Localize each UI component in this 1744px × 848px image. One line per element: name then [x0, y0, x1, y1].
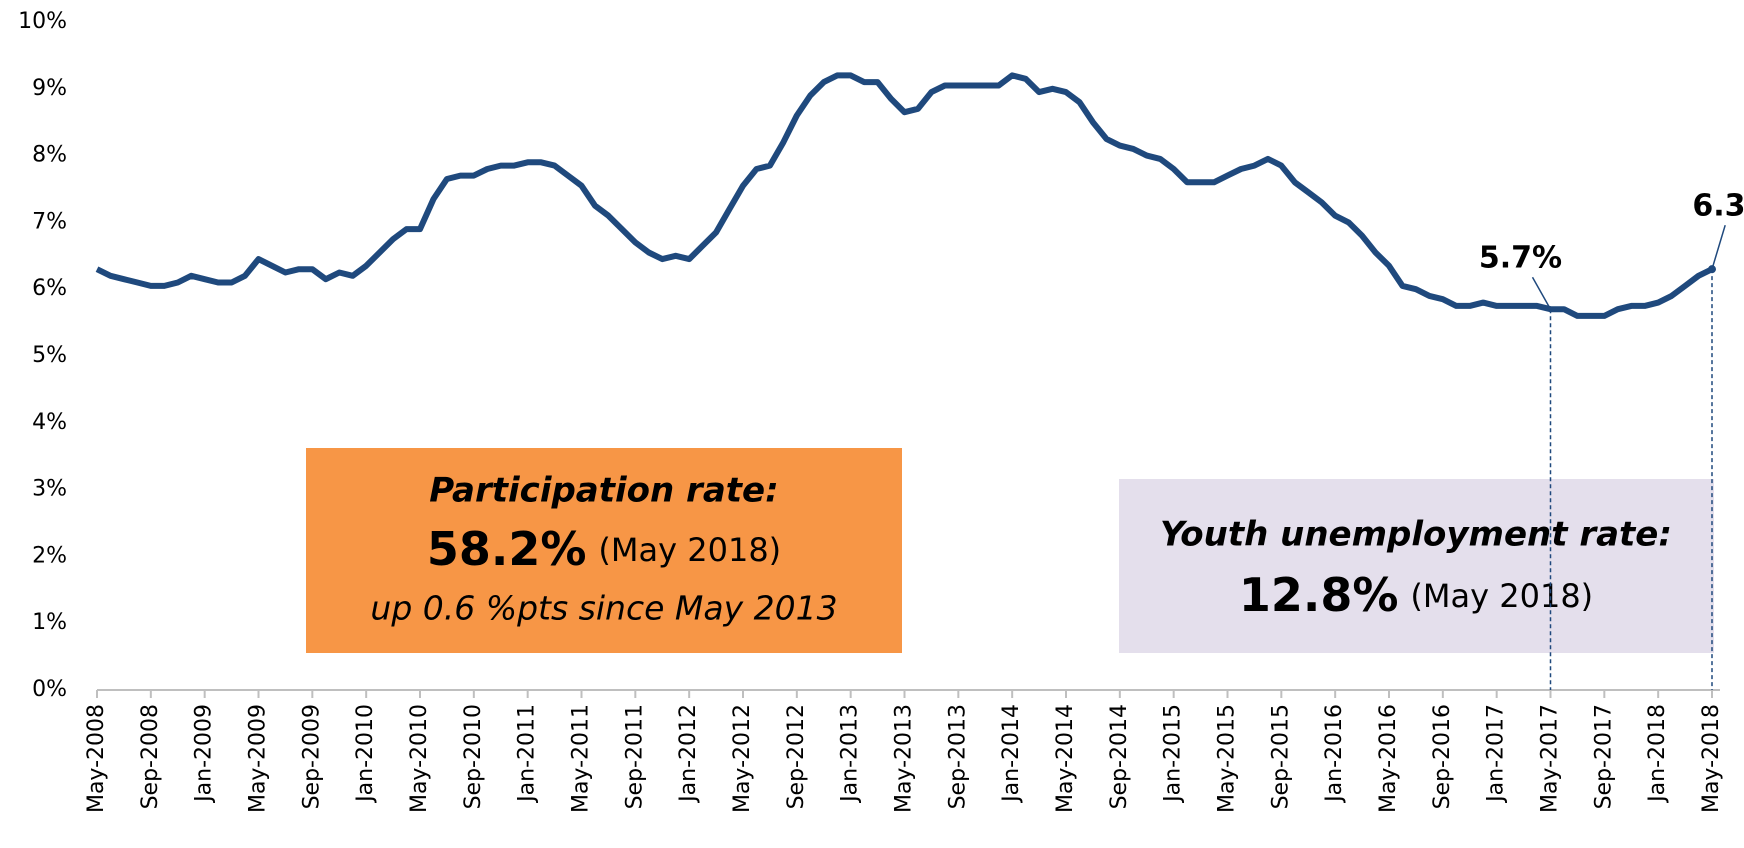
line: [95, 72, 1714, 319]
x-tick-label: Jan-2012: [676, 704, 701, 804]
box-value: 58.2%: [427, 522, 587, 576]
x-tick-label: Jan-2016: [1322, 704, 1347, 804]
x-tick-label: Sep-2015: [1268, 704, 1293, 809]
y-tick-label: 9%: [32, 76, 67, 101]
y-tick-label: 1%: [32, 610, 67, 635]
x-tick-label: May-2009: [246, 704, 271, 813]
leader-line: [1531, 276, 1552, 310]
x-tick-label: Sep-2012: [784, 704, 809, 809]
y-tick-label: 4%: [32, 410, 67, 435]
box-title: Participation rate:: [429, 471, 778, 511]
x-tick-label: Jan-2010: [353, 704, 378, 804]
box-value-line: 12.8% (May 2018): [1239, 568, 1593, 622]
box-date: (May 2018): [1410, 577, 1593, 615]
y-tick-label: 6%: [32, 276, 67, 301]
x-tick-label: Jan-2017: [1484, 704, 1509, 804]
box-value-line: 58.2% (May 2018): [427, 522, 781, 576]
y-tick-label: 10%: [18, 9, 67, 34]
box-note: up 0.6 %pts since May 2013: [370, 589, 837, 628]
end-point: [1708, 265, 1716, 274]
x-tick-label: May-2008: [84, 704, 109, 813]
x-tick-label: May-2011: [569, 704, 594, 813]
x-tick-label: Jan-2011: [515, 704, 540, 804]
box-date: (May 2018): [598, 531, 781, 569]
leader-line: [1711, 224, 1726, 270]
x-tick-label: Sep-2011: [622, 704, 647, 809]
value-label: 5.7%: [1479, 241, 1562, 276]
x-tick-label: Jan-2013: [838, 704, 863, 804]
x-tick-label: Jan-2009: [192, 704, 217, 804]
y-tick-label: 7%: [32, 209, 67, 234]
x-tick-label: May-2018: [1699, 704, 1724, 813]
x-tick-label: May-2010: [407, 704, 432, 813]
value-label: 6.3%: [1692, 189, 1744, 224]
participation-box: [306, 448, 902, 653]
x-tick-label: Sep-2014: [1107, 704, 1132, 809]
x-tick-label: Sep-2010: [461, 704, 486, 809]
x-tick-label: May-2013: [892, 704, 917, 813]
y-tick-label: 2%: [32, 543, 67, 568]
x-tick-label: Jan-2014: [999, 704, 1024, 804]
x-tick-label: Sep-2017: [1591, 704, 1616, 809]
x-tick-label: Jan-2015: [1161, 704, 1186, 804]
x-tick-label: Jan-2018: [1645, 704, 1670, 804]
box-value: 12.8%: [1239, 568, 1399, 622]
y-tick-label: 0%: [32, 677, 67, 702]
x-tick-label: May-2012: [730, 704, 755, 813]
x-tick-label: Sep-2009: [299, 704, 324, 809]
y-tick-label: 8%: [32, 143, 67, 168]
x-tick-label: Sep-2008: [138, 704, 163, 809]
box-title: Youth unemployment rate:: [1160, 515, 1672, 555]
x-tick-label: May-2014: [1053, 704, 1078, 813]
y-tick-label: 5%: [32, 343, 67, 368]
youth-box: [1119, 479, 1714, 653]
x-tick-label: Sep-2013: [945, 704, 970, 809]
y-tick-label: 3%: [32, 477, 67, 502]
x-tick-label: May-2015: [1215, 704, 1240, 813]
x-tick-label: May-2016: [1376, 704, 1401, 813]
x-tick-label: Sep-2016: [1430, 704, 1455, 809]
x-tick-label: May-2017: [1538, 704, 1563, 813]
